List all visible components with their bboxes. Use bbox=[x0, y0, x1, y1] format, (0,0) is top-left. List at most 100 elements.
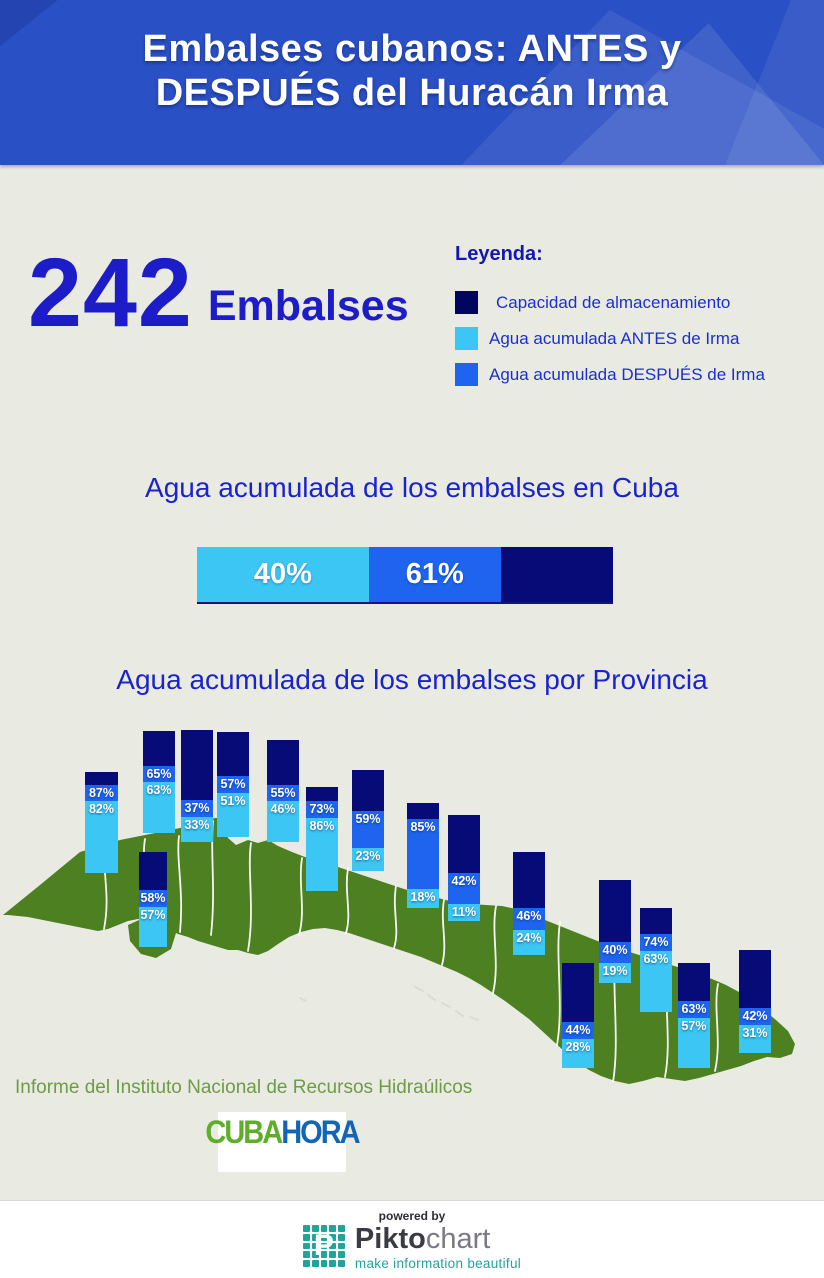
piktochart-icon-tile bbox=[338, 1242, 345, 1250]
piktochart-icon-tile bbox=[329, 1251, 337, 1259]
capacity-segment bbox=[139, 852, 167, 891]
despues-segment: 55% bbox=[267, 784, 299, 802]
capacity-segment bbox=[640, 908, 672, 935]
piktochart-icon-tile bbox=[302, 1260, 310, 1267]
piktochart-icon-tile bbox=[302, 1251, 310, 1259]
antes-segment: 86% bbox=[306, 817, 338, 891]
province-bar-9: 85% 18% bbox=[407, 803, 439, 908]
despues-segment: 59% bbox=[352, 811, 384, 848]
piktochart-p-glyph: P bbox=[313, 1229, 334, 1262]
legend-item-label: Agua acumulada DESPUÉS de Irma bbox=[489, 364, 765, 384]
antes-segment: 11% bbox=[448, 904, 480, 921]
national-stacked-bar: 40% 61% bbox=[197, 547, 613, 604]
antes-segment-label: 63% bbox=[643, 952, 669, 967]
antes-segment-label: 28% bbox=[565, 1039, 591, 1054]
piktochart-icon-tile bbox=[302, 1242, 310, 1250]
antes-segment: 63% bbox=[143, 782, 175, 833]
piktochart-icon-tile bbox=[329, 1233, 337, 1241]
antes-segment: 18% bbox=[407, 889, 439, 908]
antes-segment-label: 57% bbox=[140, 907, 166, 922]
capacity-color-swatch bbox=[455, 291, 478, 314]
capacity-segment bbox=[352, 770, 384, 812]
antes-segment: 23% bbox=[352, 847, 384, 871]
province-bar-15: 63% 57% bbox=[678, 963, 710, 1068]
despues-segment-label: 59% bbox=[355, 812, 381, 827]
despues-segment: 40% bbox=[599, 941, 631, 964]
despues-segment: 73% bbox=[306, 801, 338, 818]
capacity-segment bbox=[448, 815, 480, 874]
province-chart-title: Agua acumulada de los embalses por Provi… bbox=[116, 664, 708, 695]
antes-segment-label: 63% bbox=[146, 783, 172, 798]
national-segment: 61% bbox=[368, 547, 501, 602]
page-title: Embalses cubanos: ANTES y DESPUÉS del Hu… bbox=[0, 0, 824, 115]
despues-segment: 42% bbox=[739, 1008, 771, 1025]
despues-segment: 42% bbox=[448, 873, 480, 905]
capacity-segment bbox=[217, 732, 249, 777]
antes-segment-label: 23% bbox=[355, 848, 381, 863]
antes-segment: 51% bbox=[217, 792, 249, 837]
source-attribution: Informe del Instituto Nacional de Recurs… bbox=[15, 1077, 473, 1098]
province-bar-13: 74% 63% bbox=[640, 908, 672, 1012]
despues-segment: 44% bbox=[562, 1021, 594, 1039]
antes-segment: 28% bbox=[562, 1038, 594, 1068]
national-segment bbox=[500, 547, 613, 602]
despues-segment-label: 42% bbox=[742, 1009, 768, 1024]
antes-segment-label: 33% bbox=[184, 817, 210, 832]
piktochart-icon-tile bbox=[311, 1225, 319, 1232]
despues-segment-label: 85% bbox=[410, 819, 436, 834]
piktochart-footer: powered by P Piktochart make information… bbox=[0, 1200, 824, 1278]
piktochart-tagline: make information beautiful bbox=[354, 1256, 522, 1271]
capacity-segment bbox=[267, 740, 299, 785]
despues-segment-label: 37% bbox=[184, 800, 210, 815]
header-banner: Embalses cubanos: ANTES y DESPUÉS del Hu… bbox=[0, 0, 824, 165]
despues-segment-label: 46% bbox=[516, 908, 542, 923]
capacity-segment bbox=[513, 852, 545, 908]
capacity-segment bbox=[407, 803, 439, 819]
legend-item-label: Capacidad de almacenamiento bbox=[496, 292, 731, 312]
piktochart-icon-tile bbox=[338, 1260, 345, 1267]
capacity-segment bbox=[143, 731, 175, 766]
piktochart-icon-tile bbox=[311, 1233, 319, 1241]
antes-segment: 19% bbox=[599, 963, 631, 983]
legend-item-capacity: Capacidad de almacenamiento bbox=[455, 291, 820, 314]
antes-segment: 46% bbox=[267, 801, 299, 842]
province-bar-5: 58% 57% bbox=[139, 852, 167, 947]
capacity-segment bbox=[562, 963, 594, 1022]
despues-segment-label: 42% bbox=[451, 874, 477, 889]
province-bar-12: 40% 19% bbox=[599, 880, 631, 983]
powered-by-text: powered by bbox=[378, 1209, 446, 1223]
despues-segment-label: 87% bbox=[88, 785, 115, 800]
legend: Leyenda: Capacidad de almacenamiento Agu… bbox=[455, 243, 820, 399]
despues-segment-label: 58% bbox=[140, 891, 166, 906]
cubahora-hora-text: HORA bbox=[281, 1114, 360, 1151]
province-bar-10: 42% 11% bbox=[448, 815, 480, 921]
antes-segment-label: 57% bbox=[681, 1018, 707, 1033]
antes-color-swatch bbox=[455, 327, 478, 350]
antes-segment-label: 82% bbox=[88, 802, 115, 817]
province-bar-8: 59% 23% bbox=[352, 770, 384, 871]
cubahora-wordmark: CUBAHORA bbox=[205, 1114, 360, 1151]
antes-segment-label: 19% bbox=[602, 964, 628, 979]
legend-item-despues: Agua acumulada DESPUÉS de Irma bbox=[455, 363, 820, 386]
despues-segment-label: 65% bbox=[146, 766, 172, 781]
antes-segment: 24% bbox=[513, 930, 545, 955]
antes-segment: 57% bbox=[678, 1017, 710, 1068]
antes-segment-label: 86% bbox=[309, 818, 335, 833]
piktochart-icon-tile bbox=[329, 1260, 337, 1267]
province-bar-1: 87% 82% bbox=[85, 772, 118, 873]
despues-segment: 58% bbox=[139, 890, 167, 907]
piktochart-icon-tile bbox=[311, 1242, 319, 1250]
antes-segment: 82% bbox=[85, 801, 118, 873]
reservoir-count-unit: Embalses bbox=[207, 282, 409, 330]
piktochart-icon-tile bbox=[311, 1260, 319, 1267]
piktochart-brand: Piktochart bbox=[355, 1225, 521, 1254]
piktochart-icon-tile bbox=[338, 1225, 345, 1232]
despues-color-swatch bbox=[455, 363, 478, 386]
antes-segment-label: 31% bbox=[742, 1025, 768, 1040]
national-segment: 40% bbox=[197, 547, 369, 602]
province-bar-3: 37% 33% bbox=[181, 730, 213, 842]
antes-segment-label: 46% bbox=[270, 802, 296, 817]
antes-segment: 33% bbox=[181, 816, 213, 842]
antes-segment-label: 51% bbox=[220, 793, 246, 808]
province-bar-7: 73% 86% bbox=[306, 787, 338, 891]
